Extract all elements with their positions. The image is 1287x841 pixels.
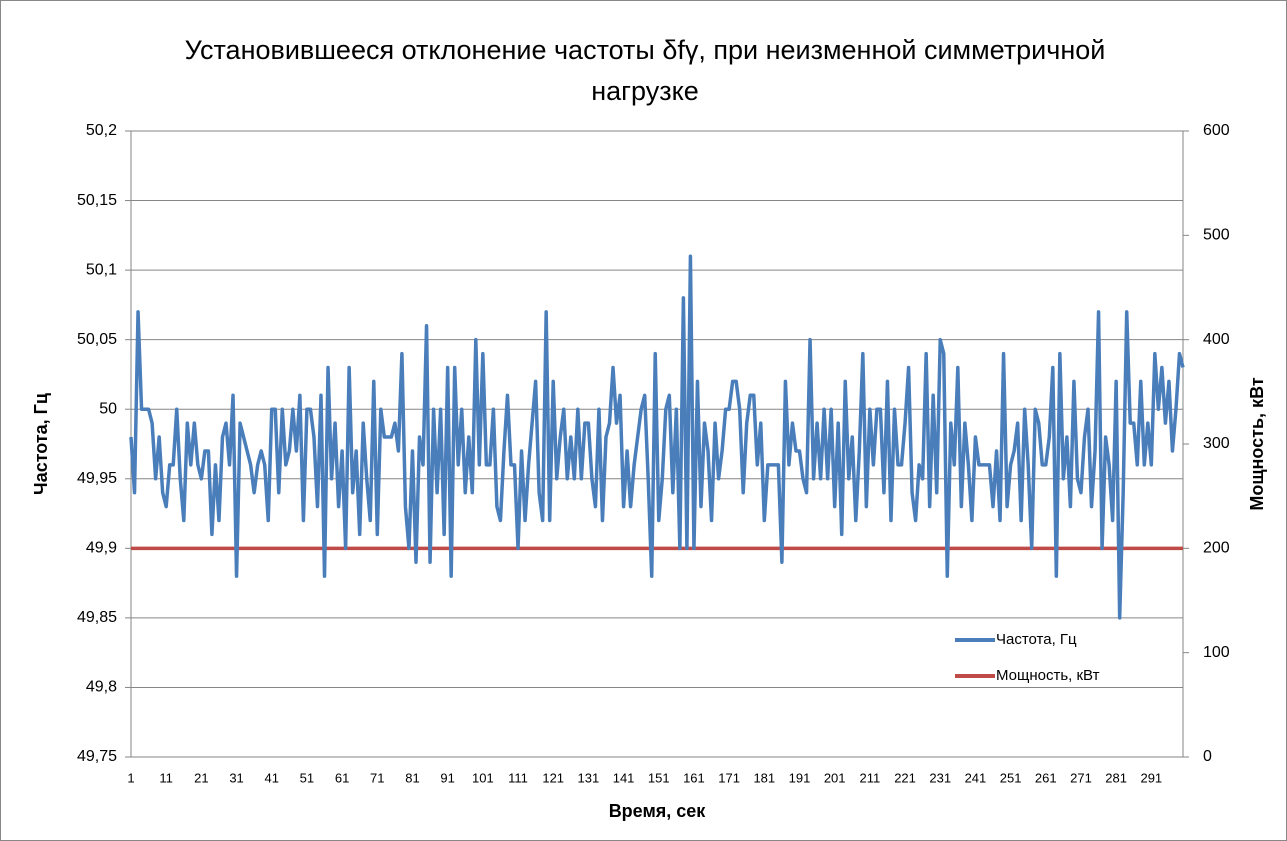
chart-title: Установившееся отклонение частоты δfγ, п…: [185, 35, 1106, 65]
legend-label: Мощность, кВт: [996, 667, 1100, 684]
x-tick-label: 71: [370, 770, 384, 785]
y-tick-label: 49,85: [77, 609, 117, 626]
y-tick-label: 50,15: [77, 192, 117, 209]
y2-tick-label: 200: [1203, 540, 1230, 557]
x-tick-label: 11: [159, 770, 173, 785]
x-tick-label: 51: [300, 770, 314, 785]
x-tick-label: 161: [683, 770, 705, 785]
y-tick-label: 50: [99, 400, 117, 417]
x-tick-label: 81: [405, 770, 419, 785]
y-tick-label: 49,8: [86, 679, 117, 696]
x-tick-label: 131: [578, 770, 600, 785]
x-tick-label: 271: [1070, 770, 1092, 785]
x-tick-label: 291: [1140, 770, 1162, 785]
y2-tick-label: 100: [1203, 644, 1230, 661]
x-tick-label: 151: [648, 770, 670, 785]
y-tick-label: 49,95: [77, 470, 117, 487]
x-tick-label: 141: [613, 770, 635, 785]
y-tick-label: 49,75: [77, 748, 117, 765]
x-tick-label: 61: [335, 770, 349, 785]
x-tick-label: 121: [542, 770, 564, 785]
x-tick-label: 251: [1000, 770, 1022, 785]
x-tick-label: 201: [824, 770, 846, 785]
x-axis-label: Время, сек: [609, 801, 707, 821]
y2-tick-label: 600: [1203, 122, 1230, 139]
x-tick-label: 241: [965, 770, 987, 785]
legend-label: Частота, Гц: [996, 631, 1077, 648]
x-tick-label: 91: [440, 770, 454, 785]
x-tick-label: 261: [1035, 770, 1057, 785]
y-tick-label: 50,1: [86, 261, 117, 278]
x-tick-label: 221: [894, 770, 916, 785]
y-tick-label: 50,2: [86, 122, 117, 139]
y-axis-label: Частота, Гц: [31, 393, 51, 495]
y-tick-label: 49,9: [86, 540, 117, 557]
x-tick-label: 21: [194, 770, 208, 785]
x-tick-label: 281: [1105, 770, 1127, 785]
y2-tick-label: 0: [1203, 748, 1212, 765]
y-tick-label: 50,05: [77, 331, 117, 348]
x-tick-label: 211: [859, 770, 880, 785]
x-tick-label: 231: [929, 770, 951, 785]
x-tick-label: 31: [229, 770, 243, 785]
x-tick-label: 1: [127, 770, 134, 785]
line-series: [129, 254, 1185, 620]
y2-axis-label: Мощность, кВт: [1247, 377, 1267, 510]
x-tick-label: 111: [508, 770, 528, 785]
y2-tick-label: 300: [1203, 435, 1230, 452]
x-tick-label: 41: [265, 770, 279, 785]
x-tick-label: 101: [472, 770, 494, 785]
x-tick-label: 181: [753, 770, 775, 785]
y2-tick-label: 400: [1203, 331, 1230, 348]
y2-tick-label: 500: [1203, 227, 1230, 244]
chart-title: нагрузке: [591, 76, 699, 106]
x-tick-label: 191: [789, 770, 811, 785]
x-tick-label: 171: [718, 770, 740, 785]
